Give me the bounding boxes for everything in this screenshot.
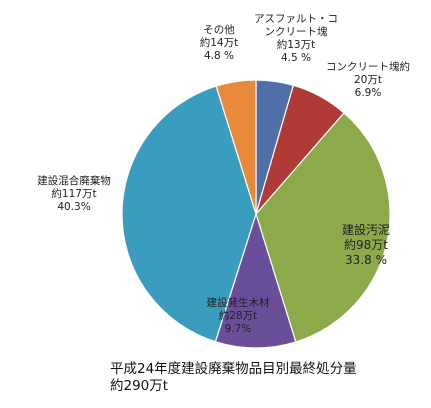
slice-label-3: 建設発生木材約28万t 9.7%: [207, 296, 270, 335]
slice-label-2: 建設汚泥約98万t 33.8 %: [342, 222, 390, 267]
pie-slice-5: [215, 79, 257, 215]
slice-label-line: ンクリート塊: [265, 25, 328, 38]
slice-label-line: 約28万t: [219, 309, 257, 322]
slice-label-line: コンクリート塊約: [326, 60, 410, 73]
slice-label-line: 建設発生木材: [207, 296, 270, 309]
slice-label-line: 4.5 %: [281, 52, 311, 64]
slice-label-line: その他: [203, 23, 235, 36]
slice-label-line: 建設混合廃棄物: [37, 174, 111, 187]
pie-slice-3: [214, 212, 297, 349]
slice-label-line: 6.9%: [355, 87, 382, 99]
pie-slice-2: [255, 112, 391, 343]
slice-label-line: 9.7%: [225, 323, 252, 335]
slice-labels: アスファルト・コンクリート塊約13万t 4.5 %コンクリート塊約 20万t 6.9%…: [37, 13, 410, 335]
slice-label-1: コンクリート塊約 20万t 6.9%: [326, 60, 410, 99]
slice-label-line: アスファルト・コ: [254, 13, 338, 25]
pie-slice-4: [121, 85, 257, 343]
slice-label-line: 約117万t: [51, 187, 96, 200]
chart-title-line-0: 平成24年度建設廃棄物品目別最終処分量: [110, 360, 357, 377]
slice-label-line: 40.3%: [57, 201, 90, 213]
slice-label-4: 建設混合廃棄物約117万t 40.3%: [37, 174, 111, 213]
slice-label-line: 約13万t: [277, 38, 315, 51]
pie-slices: [121, 79, 391, 349]
slice-label-line: 33.8 %: [345, 253, 387, 267]
chart-title-line-1: 約290万t: [110, 378, 168, 394]
slice-label-line: 4.8 %: [204, 50, 234, 62]
slice-label-line: 約98万t: [344, 237, 388, 252]
slice-label-line: 20万t: [354, 74, 382, 86]
slice-label-line: 建設汚泥: [342, 222, 390, 237]
slice-label-0: アスファルト・コンクリート塊約13万t 4.5 %: [254, 13, 338, 64]
slice-label-line: 約14万t: [200, 36, 238, 49]
slice-label-5: その他約14万t 4.8 %: [200, 23, 238, 62]
